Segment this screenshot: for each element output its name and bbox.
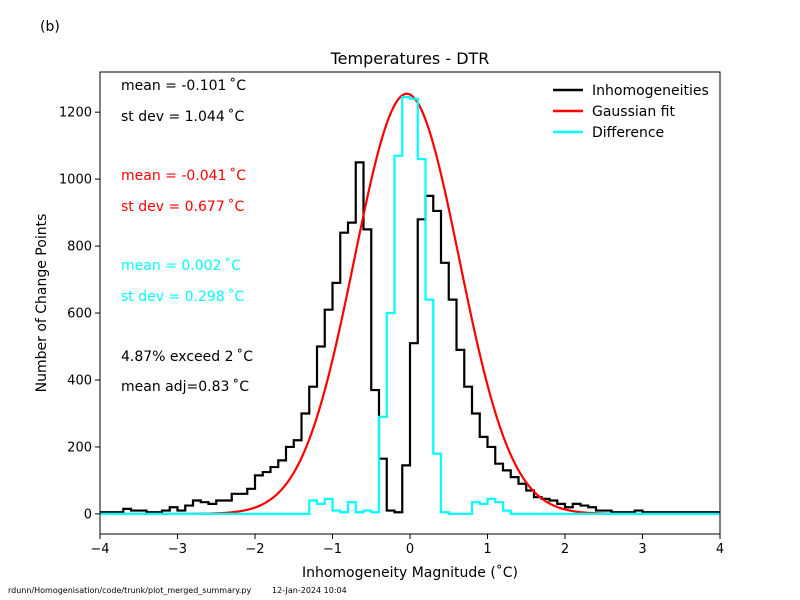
stats-annotation: mean = -0.101 ˚C (121, 77, 246, 94)
y-tick-label: 400 (67, 374, 92, 389)
legend-label-gaussian-fit: Gaussian fit (592, 104, 675, 120)
series-difference (100, 96, 720, 516)
x-tick-label: −1 (323, 542, 342, 557)
x-tick-label: −3 (168, 542, 187, 557)
stats-annotation: mean = -0.041 ˚C (121, 167, 246, 184)
x-axis-label: Inhomogeneity Magnitude (˚C) (302, 564, 518, 581)
series-inhomogeneities (100, 161, 720, 514)
y-tick-label: 200 (67, 440, 92, 455)
y-axis-ticks: 0 200 400 600 800 1000 1200 (59, 106, 100, 522)
stats-annotation: mean adj=0.83 ˚C (121, 378, 249, 395)
x-tick-label: 2 (561, 542, 569, 557)
chart-title: Temperatures - DTR (330, 49, 490, 68)
stats-annotation: mean = 0.002 ˚C (121, 257, 241, 274)
x-axis-ticks: −4 −3 −2 −1 0 1 2 3 4 (90, 534, 724, 557)
legend-label-difference: Difference (592, 125, 664, 141)
x-tick-label: −2 (245, 542, 264, 557)
stats-annotation: st dev = 0.677 ˚C (121, 198, 245, 215)
x-tick-label: 1 (483, 542, 491, 557)
stats-annotations: mean = -0.101 ˚C st dev = 1.044 ˚C mean = … (121, 77, 253, 395)
x-tick-label: 0 (406, 542, 414, 557)
stats-annotation: st dev = 1.044 ˚C (121, 108, 245, 125)
panel-label: (b) (40, 19, 60, 35)
stats-annotation: 4.87% exceed 2 ˚C (121, 348, 253, 365)
y-tick-label: 800 (67, 240, 92, 255)
y-tick-label: 600 (67, 307, 92, 322)
x-tick-label: 4 (716, 542, 724, 557)
legend-label-inhomogeneities: Inhomogeneities (592, 83, 709, 99)
y-tick-label: 0 (84, 507, 92, 522)
plot-series (100, 92, 720, 516)
footer-timestamp: 12-Jan-2024 10:04 (272, 586, 347, 595)
footer-script-path: rdunn/Homogenisation/code/trunk/plot_mer… (8, 586, 252, 595)
x-tick-label: 3 (638, 542, 646, 557)
y-tick-label: 1000 (59, 173, 92, 188)
stats-annotation: st dev = 0.298 ˚C (121, 288, 245, 305)
x-tick-label: −4 (90, 542, 109, 557)
chart-legend: Inhomogeneities Gaussian fit Difference (553, 83, 709, 141)
y-tick-label: 1200 (59, 106, 92, 121)
y-axis-label: Number of Change Points (34, 214, 50, 393)
